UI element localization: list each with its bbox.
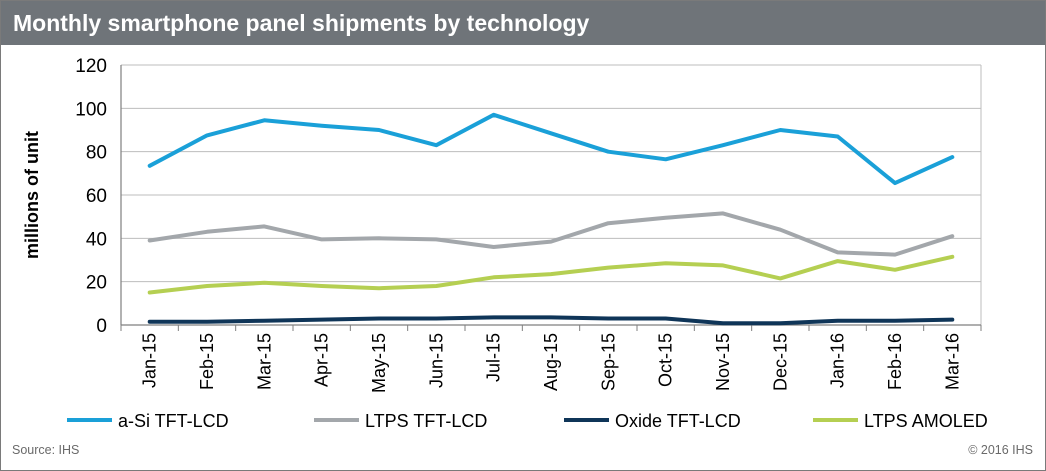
x-tick-label: Jan-15 (140, 333, 160, 388)
x-tick-label: Dec-15 (770, 333, 790, 391)
x-tick-label: Feb-15 (197, 333, 217, 390)
x-tick-label: Jul-15 (484, 333, 504, 382)
y-tick-label: 40 (86, 229, 107, 250)
x-tick-label: Mar-15 (254, 333, 274, 390)
x-tick-label: Oct-15 (656, 333, 676, 387)
legend: a-Si TFT-LCD LTPS TFT-LCD Oxide TFT-LCD LTP… (67, 411, 988, 431)
series-line-ltps-tft-lcd (147, 211, 955, 257)
x-tick-label: Nov-15 (713, 333, 733, 391)
title-bar: Monthly smartphone panel shipments by te… (1, 1, 1045, 45)
x-tick-label: Sep-15 (598, 333, 618, 391)
x-tick-label: May-15 (369, 333, 389, 393)
y-tick-label: 20 (86, 273, 107, 294)
x-tick-label: Feb-16 (885, 333, 905, 390)
y-tick-label: 60 (86, 186, 107, 207)
legend-label-ltps-amoled: LTPS AMOLED (864, 411, 988, 431)
axes: 0 20 40 60 80 100 120 millions of unit Jan-15 Feb… (22, 56, 982, 393)
series-line-oxide-tft-lcd (147, 315, 955, 326)
grid-lines (121, 64, 982, 325)
y-tick-label: 120 (75, 56, 107, 77)
series-line-a-si-tft-lcd (147, 112, 955, 186)
copyright-note: © 2016 IHS (968, 443, 1033, 457)
source-note: Source: IHS (12, 443, 80, 457)
x-tick-label: Jun-15 (426, 333, 446, 388)
chart-title: Monthly smartphone panel shipments by te… (13, 10, 590, 36)
y-axis-title: millions of unit (22, 131, 42, 259)
x-tick-label: Aug-15 (541, 333, 561, 391)
series-lines (147, 112, 955, 326)
y-tick-label: 0 (96, 316, 107, 337)
x-tick-label: Apr-15 (312, 333, 332, 387)
legend-label-a-si-tft-lcd: a-Si TFT-LCD (118, 411, 229, 431)
y-tick-label: 80 (86, 143, 107, 164)
legend-label-ltps-tft-lcd: LTPS TFT-LCD (365, 411, 487, 431)
y-tick-label: 100 (75, 99, 107, 120)
legend-label-oxide-tft-lcd: Oxide TFT-LCD (615, 411, 741, 431)
series-line-ltps-amoled (147, 254, 955, 295)
x-tick-label: Mar-16 (942, 333, 962, 390)
x-tick-label: Jan-16 (828, 333, 848, 388)
